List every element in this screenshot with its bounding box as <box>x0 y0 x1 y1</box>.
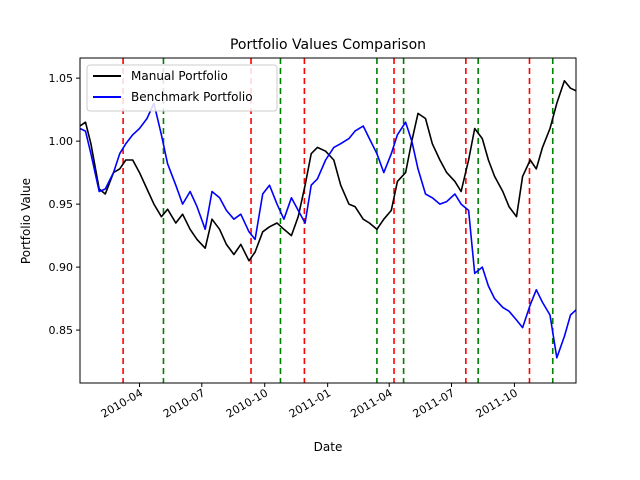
y-axis-label: Portfolio Value <box>19 178 33 264</box>
x-axis-label: Date <box>314 440 343 454</box>
series-lines <box>80 79 576 359</box>
legend-label-manual: Manual Portfolio <box>131 69 228 83</box>
y-tick-label-4: 1.05 <box>49 72 74 85</box>
y-tick-label-1: 0.90 <box>49 261 74 274</box>
y-tick-label-0: 0.85 <box>49 324 74 337</box>
chart-title: Portfolio Values Comparison <box>230 37 426 53</box>
y-tick-label-3: 1.00 <box>49 135 74 148</box>
signal-lines <box>122 58 554 383</box>
legend-box <box>86 64 278 112</box>
plot-area <box>80 58 576 383</box>
legend-label-benchmark: Benchmark Portfolio <box>131 90 253 104</box>
series-line-1 <box>80 102 576 359</box>
legend: Manual Portfolio Benchmark Portfolio <box>86 64 278 112</box>
y-axis: 0.85 0.90 0.95 1.00 1.05 <box>49 72 80 337</box>
series-line-0 <box>80 79 576 262</box>
y-tick-label-2: 0.95 <box>49 198 74 211</box>
